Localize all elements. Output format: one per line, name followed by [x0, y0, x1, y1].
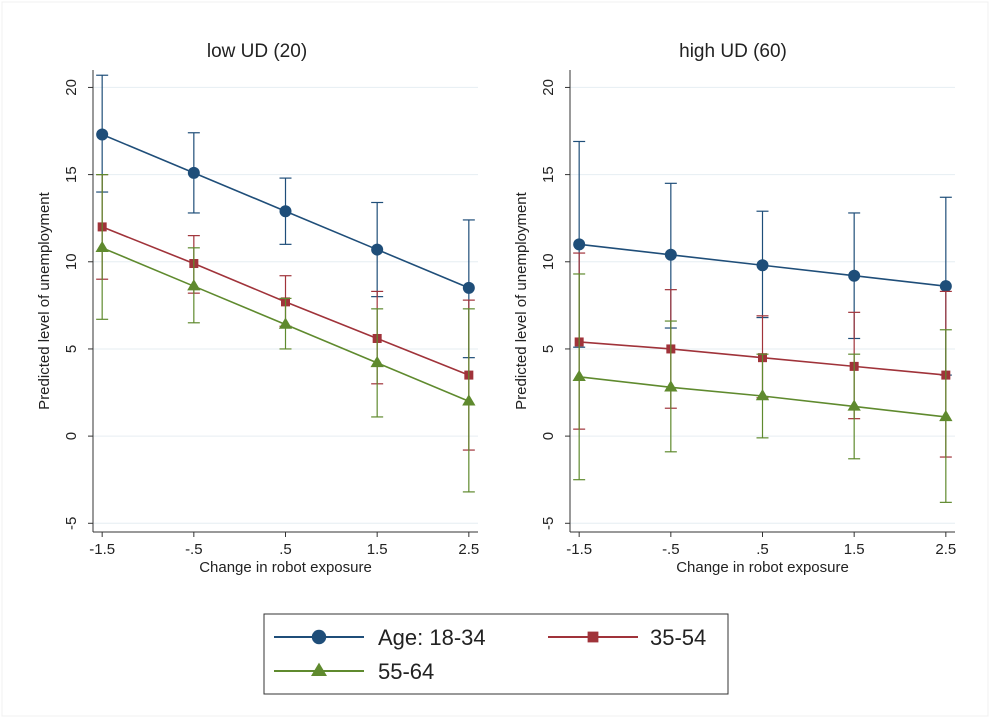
legend-marker	[587, 631, 599, 643]
data-point	[664, 380, 678, 392]
x-tick-label: 1.5	[844, 541, 865, 558]
y-tick-label: 5	[63, 345, 80, 353]
y-tick-label: 20	[540, 79, 557, 96]
y-tick-label: 15	[63, 166, 80, 183]
data-point	[573, 238, 586, 251]
data-point	[96, 128, 109, 141]
y-axis-title: Predicted level of unemployment	[513, 191, 530, 409]
panel-title: low UD (20)	[207, 41, 307, 62]
data-point	[572, 369, 586, 382]
legend-label: Age: 18-34	[378, 625, 486, 650]
x-axis-title: Change in robot exposure	[199, 559, 372, 576]
legend-box	[263, 613, 729, 695]
data-point	[755, 389, 770, 401]
y-tick-label: 10	[63, 253, 80, 270]
y-tick-label: 0	[63, 432, 80, 440]
data-point	[939, 280, 952, 293]
x-tick-label: -.5	[662, 541, 680, 558]
x-tick-label: -1.5	[566, 541, 592, 558]
x-tick-label: 2.5	[935, 541, 956, 558]
x-tick-label: 2.5	[458, 541, 479, 558]
x-tick-label: 1.5	[367, 541, 388, 558]
legend-label: 55-64	[378, 659, 434, 684]
data-point	[370, 355, 384, 368]
y-tick-label: 0	[540, 432, 557, 440]
y-tick-label: -5	[63, 517, 80, 530]
x-tick-label: .5	[756, 541, 769, 558]
x-tick-label: -.5	[185, 541, 203, 558]
x-axis-title: Change in robot exposure	[676, 559, 849, 576]
y-tick-label: 10	[540, 253, 557, 270]
data-point	[371, 243, 384, 256]
x-tick-label: -1.5	[89, 541, 115, 558]
data-point	[756, 259, 769, 272]
data-point	[278, 317, 293, 329]
data-point	[187, 166, 200, 179]
y-tick-label: 15	[540, 166, 557, 183]
data-point	[847, 399, 861, 411]
legend-marker	[311, 629, 327, 645]
data-point	[664, 248, 677, 261]
data-point	[462, 281, 475, 294]
panel-title: high UD (60)	[679, 41, 787, 62]
y-tick-label: 20	[63, 79, 80, 96]
data-point	[279, 205, 292, 218]
data-point	[187, 279, 201, 291]
data-point	[95, 240, 109, 253]
y-tick-label: -5	[540, 517, 557, 530]
data-point	[848, 269, 861, 282]
legend-marker	[311, 662, 327, 677]
x-tick-label: .5	[279, 541, 292, 558]
data-point	[462, 394, 476, 406]
legend-label: 35-54	[650, 625, 706, 650]
y-tick-label: 5	[540, 345, 557, 353]
data-point	[939, 409, 953, 422]
y-axis-title: Predicted level of unemployment	[36, 191, 53, 409]
